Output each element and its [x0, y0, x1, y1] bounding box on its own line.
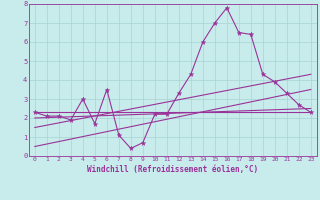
- X-axis label: Windchill (Refroidissement éolien,°C): Windchill (Refroidissement éolien,°C): [87, 165, 258, 174]
